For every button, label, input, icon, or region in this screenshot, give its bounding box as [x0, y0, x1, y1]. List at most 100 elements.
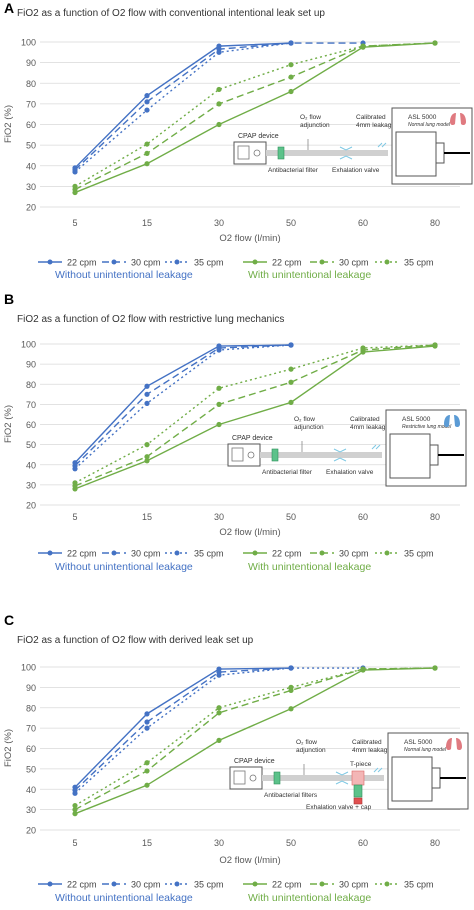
- legend-label: 30 cpm: [131, 258, 161, 268]
- leak-label-line1: Calibrated: [350, 416, 380, 423]
- series-line: [74, 344, 436, 487]
- legend-marker: [47, 881, 53, 887]
- legend-group-with: With unintentional leakage: [248, 892, 371, 904]
- piston-cylinder: [389, 433, 431, 479]
- legend-marker: [111, 259, 117, 265]
- series-line: [74, 42, 436, 187]
- data-point: [288, 379, 294, 385]
- legend-marker: [174, 259, 180, 265]
- data-point: [72, 790, 78, 796]
- x-tick-label: 50: [286, 218, 296, 228]
- data-point: [144, 711, 150, 717]
- legend-label: 22 cpm: [272, 549, 302, 559]
- legend-marker: [252, 550, 258, 556]
- series-line: [74, 344, 292, 467]
- x-tick-label: 80: [430, 512, 440, 522]
- data-point: [288, 399, 294, 405]
- series-line: [74, 42, 436, 194]
- y-tick-label: 100: [21, 340, 36, 350]
- legend-label: 30 cpm: [339, 880, 369, 890]
- device-label: CPAP device: [238, 133, 279, 140]
- series-line: [74, 42, 292, 169]
- data-point: [288, 40, 294, 46]
- piston-head: [429, 444, 439, 466]
- filter-label: Antibacterial filter: [268, 167, 319, 174]
- leak-label-line1: Calibrated: [352, 739, 382, 746]
- legend-label: 30 cpm: [131, 880, 161, 890]
- legend-marker: [384, 259, 390, 265]
- piston-cylinder: [391, 756, 433, 802]
- x-tick-label: 5: [72, 512, 77, 522]
- y-tick-label: 50: [26, 440, 36, 450]
- data-point: [72, 169, 78, 175]
- y-tick-label: 100: [21, 38, 36, 48]
- y-tick-label: 30: [26, 480, 36, 490]
- tubing: [266, 150, 388, 156]
- device-label: CPAP device: [234, 758, 275, 765]
- y-tick-label: 50: [26, 141, 36, 151]
- y-tick-label: 30: [26, 182, 36, 192]
- panel-letter: C: [4, 612, 14, 628]
- y-tick-label: 80: [26, 79, 36, 89]
- series-line: [74, 667, 436, 807]
- panel-letter: A: [4, 0, 14, 16]
- series-line: [74, 344, 436, 484]
- y-tick-label: 60: [26, 744, 36, 754]
- legend-label: 35 cpm: [194, 258, 224, 268]
- lung-icon: [446, 738, 462, 751]
- tubing: [262, 775, 384, 781]
- y-tick-label: 90: [26, 683, 36, 693]
- antibacterial-filter: [273, 771, 281, 785]
- legend-marker: [174, 550, 180, 556]
- x-axis-label: O2 flow (l/min): [219, 855, 280, 866]
- legend-marker: [47, 550, 53, 556]
- data-point: [144, 141, 150, 147]
- legend-label: 35 cpm: [404, 258, 434, 268]
- chart-panel-a: A FiO2 as a function of O2 flow with conv…: [3, 0, 473, 281]
- legend-marker: [319, 881, 325, 887]
- x-tick-label: 80: [430, 218, 440, 228]
- data-point: [360, 666, 366, 672]
- antibacterial-filter: [271, 448, 279, 462]
- data-point: [432, 665, 438, 671]
- x-axis-label: O2 flow (l/min): [219, 527, 280, 538]
- x-tick-label: 15: [142, 838, 152, 848]
- data-point: [216, 385, 222, 391]
- data-point: [216, 49, 222, 55]
- legend-marker: [252, 881, 258, 887]
- data-point: [72, 811, 78, 817]
- filter-label: Antibacterial filters: [264, 792, 318, 799]
- piston-head: [431, 767, 441, 789]
- y-tick-label: 70: [26, 400, 36, 410]
- data-point: [360, 43, 366, 49]
- cpap-knob: [249, 774, 257, 782]
- data-point: [144, 454, 150, 460]
- y-tick-label: 80: [26, 380, 36, 390]
- legend-label: 22 cpm: [67, 880, 97, 890]
- lung-subtitle: Restrictive lung model: [402, 424, 452, 430]
- data-point: [72, 466, 78, 472]
- data-point: [432, 342, 438, 348]
- data-point: [144, 458, 150, 464]
- legend-group-without: Without unintentional leakage: [55, 269, 193, 281]
- lung-icon: [450, 113, 466, 126]
- data-point: [144, 782, 150, 788]
- y-tick-label: 20: [26, 501, 36, 511]
- cpap-screen: [231, 447, 244, 462]
- x-tick-label: 60: [358, 838, 368, 848]
- data-point: [432, 40, 438, 46]
- data-point: [72, 802, 78, 809]
- y-axis-label: FiO2 (%): [3, 105, 14, 143]
- data-point: [288, 665, 294, 671]
- legend-marker: [47, 259, 53, 265]
- legend-label: 22 cpm: [67, 549, 97, 559]
- lung-icon: [444, 415, 460, 428]
- cpap-screen: [237, 145, 250, 160]
- chart-title: FiO2 as a function of O2 flow with deriv…: [17, 635, 254, 646]
- legend-label: 30 cpm: [339, 549, 369, 559]
- x-tick-label: 60: [358, 218, 368, 228]
- series-line: [74, 667, 436, 815]
